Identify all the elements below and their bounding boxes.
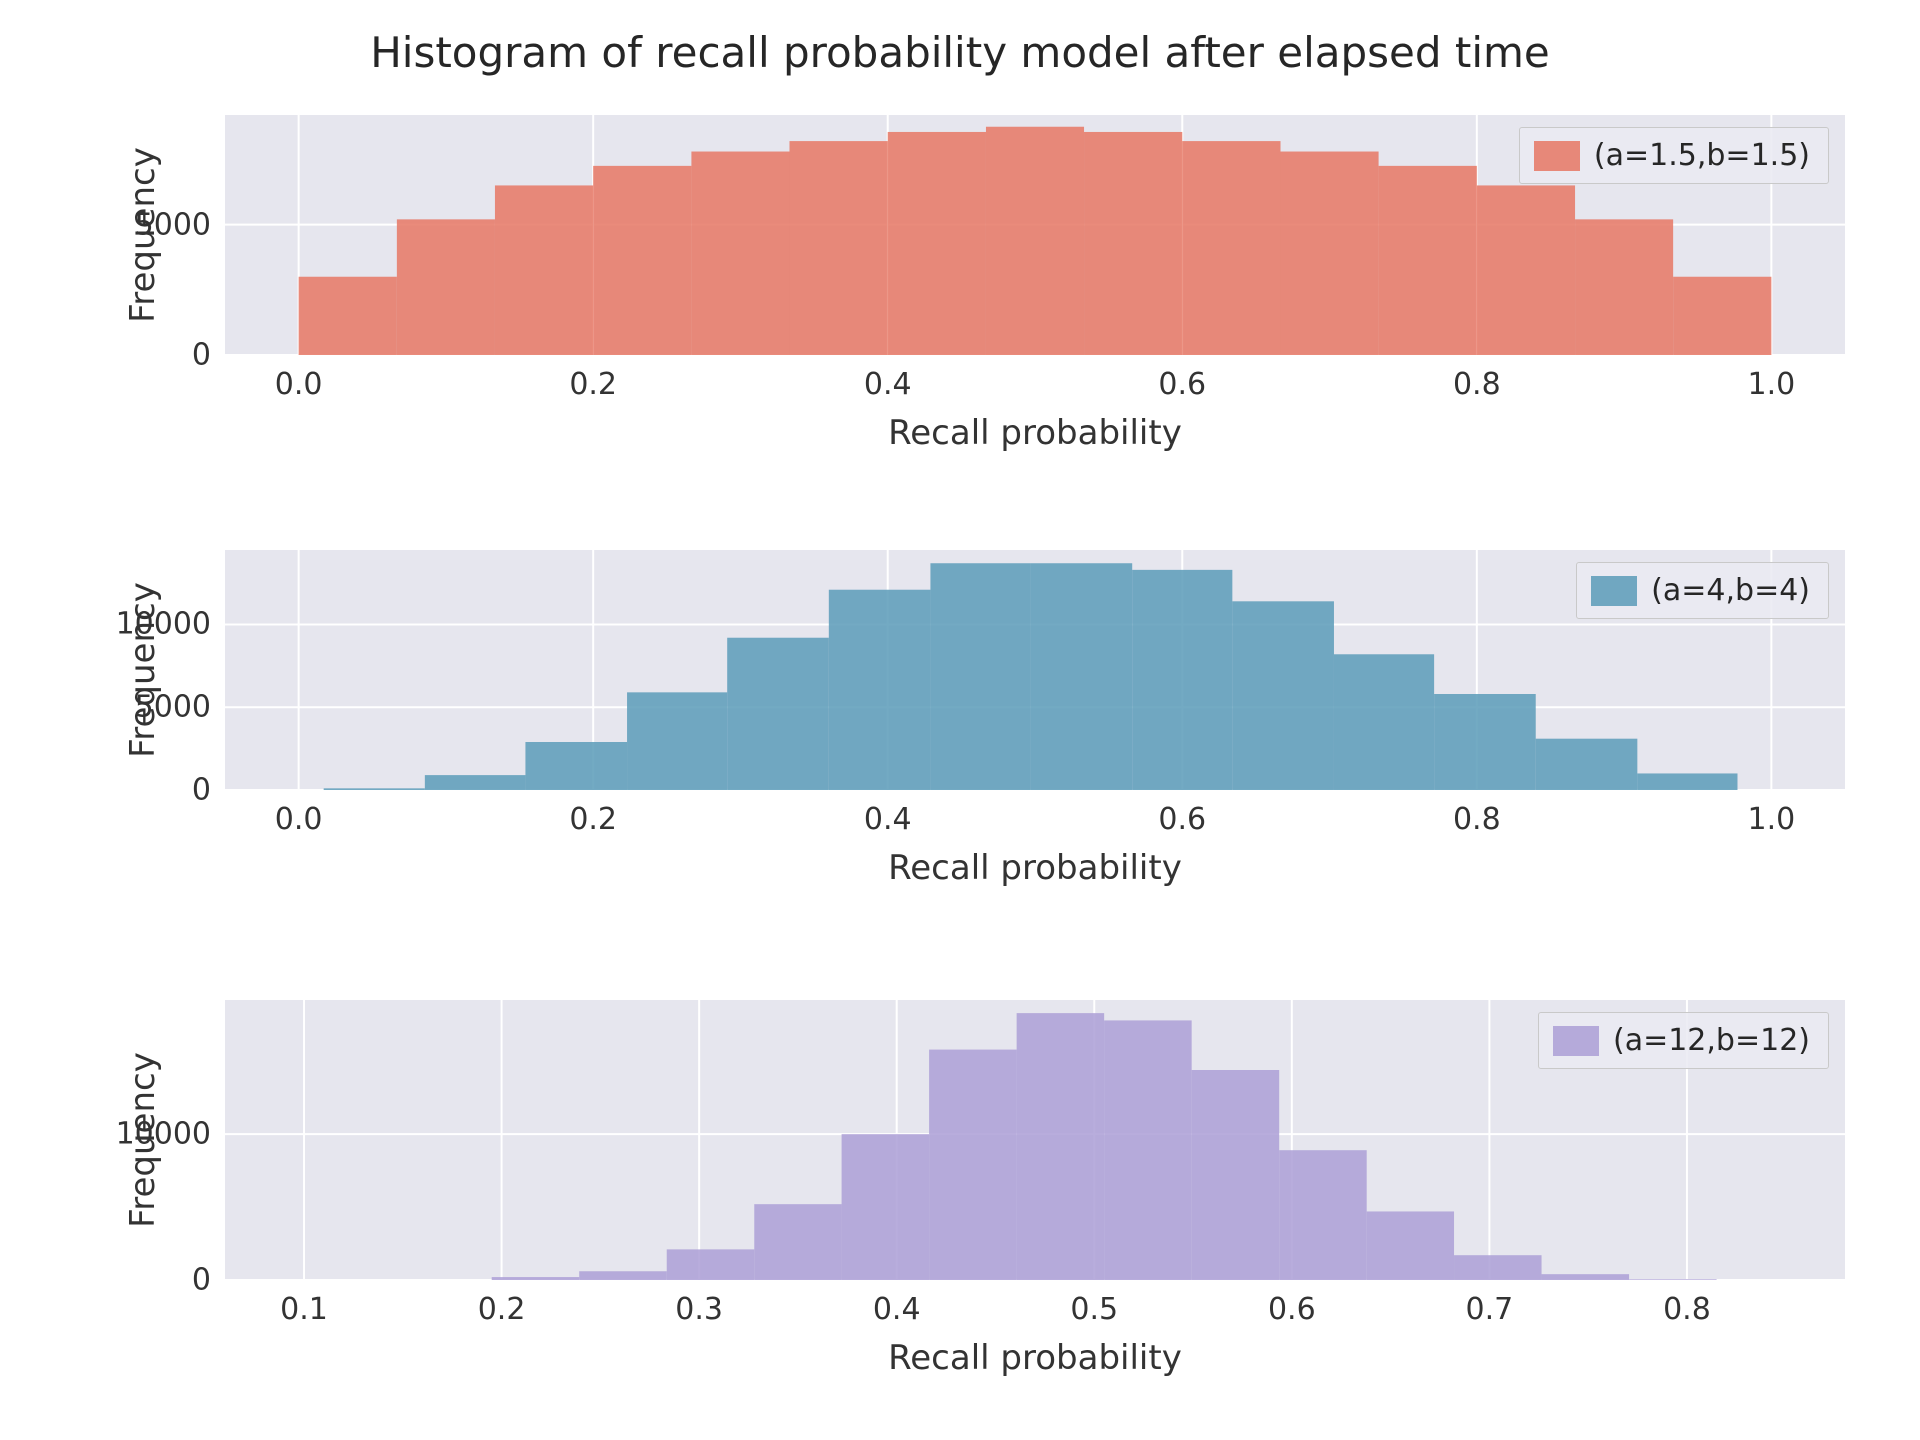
legend-0: (a=1.5,b=1.5) — [1519, 127, 1829, 184]
xtick-2-6: 0.7 — [1466, 1292, 1514, 1327]
legend-2: (a=12,b=12) — [1538, 1012, 1829, 1069]
xtick-0-2: 0.4 — [864, 367, 912, 402]
xlabel-0: Recall probability — [225, 413, 1845, 453]
ytick-0-0: 0 — [192, 338, 211, 373]
xtick-0-1: 0.2 — [569, 367, 617, 402]
ytick-2-0: 0 — [192, 1263, 211, 1298]
subplot-1: Frequency Recall probability (a=4,b=4) 0… — [225, 550, 1845, 790]
xtick-2-0: 0.1 — [280, 1292, 328, 1327]
xtick-1-2: 0.4 — [864, 802, 912, 837]
ytick-1-0: 0 — [192, 773, 211, 808]
xtick-2-4: 0.5 — [1070, 1292, 1118, 1327]
xlabel-2: Recall probability — [225, 1338, 1845, 1378]
xtick-0-4: 0.8 — [1453, 367, 1501, 402]
legend-label-1: (a=4,b=4) — [1651, 573, 1810, 608]
ytick-2-1: 10000 — [116, 1117, 211, 1152]
xtick-1-1: 0.2 — [569, 802, 617, 837]
figure-suptitle: Histogram of recall probability model af… — [0, 28, 1920, 77]
xtick-2-3: 0.4 — [873, 1292, 921, 1327]
xtick-2-1: 0.2 — [478, 1292, 526, 1327]
legend-label-2: (a=12,b=12) — [1613, 1023, 1810, 1058]
subplot-2: Frequency Recall probability (a=12,b=12)… — [225, 1000, 1845, 1280]
ytick-1-2: 10000 — [116, 607, 211, 642]
xtick-2-2: 0.3 — [675, 1292, 723, 1327]
xlabel-1: Recall probability — [225, 848, 1845, 888]
legend-swatch-0 — [1534, 141, 1580, 171]
legend-swatch-2 — [1553, 1026, 1599, 1056]
xtick-0-3: 0.6 — [1158, 367, 1206, 402]
xtick-1-0: 0.0 — [275, 802, 323, 837]
xtick-2-5: 0.6 — [1268, 1292, 1316, 1327]
ytick-1-1: 5000 — [135, 690, 211, 725]
ytick-0-1: 5000 — [135, 207, 211, 242]
xtick-2-7: 0.8 — [1663, 1292, 1711, 1327]
xtick-0-0: 0.0 — [275, 367, 323, 402]
xtick-0-5: 1.0 — [1748, 367, 1796, 402]
subplot-0: Frequency Recall probability (a=1.5,b=1.… — [225, 115, 1845, 355]
xtick-1-5: 1.0 — [1748, 802, 1796, 837]
xtick-1-4: 0.8 — [1453, 802, 1501, 837]
legend-swatch-1 — [1591, 576, 1637, 606]
xtick-1-3: 0.6 — [1158, 802, 1206, 837]
legend-1: (a=4,b=4) — [1576, 562, 1829, 619]
legend-label-0: (a=1.5,b=1.5) — [1594, 138, 1810, 173]
